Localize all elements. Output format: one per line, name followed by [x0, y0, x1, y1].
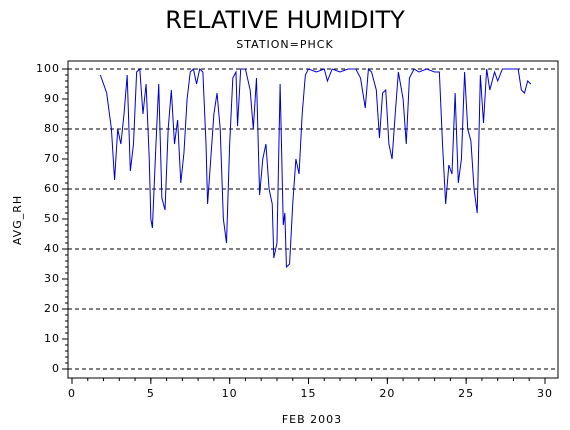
- chart-title: RELATIVE HUMIDITY: [165, 6, 405, 34]
- y-tick-label: 100: [36, 62, 60, 75]
- x-tick-label: 10: [222, 387, 238, 400]
- y-tick-label: 0: [52, 362, 60, 375]
- x-tick-label: 15: [301, 387, 317, 400]
- x-tick-label: 5: [147, 387, 155, 400]
- y-tick-label: 70: [44, 152, 60, 165]
- x-tick-label: 0: [68, 387, 76, 400]
- chart-subtitle: STATION=PHCK: [236, 38, 333, 51]
- data-line: [99, 67, 532, 269]
- y-tick-label: 50: [44, 212, 60, 225]
- x-tick-label: 30: [537, 387, 553, 400]
- x-axis-label: FEB 2003: [282, 413, 342, 426]
- y-tick-label: 60: [44, 182, 60, 195]
- x-tick-label: 20: [379, 387, 395, 400]
- y-tick-label: 40: [44, 242, 60, 255]
- y-tick-label: 80: [44, 122, 60, 135]
- y-tick-label: 90: [44, 92, 60, 105]
- y-tick-label: 10: [44, 332, 60, 345]
- y-tick-label: 30: [44, 272, 60, 285]
- y-axis-label: AVG_RH: [11, 195, 24, 245]
- x-tick-label: 25: [458, 387, 474, 400]
- y-tick-label: 20: [44, 302, 60, 315]
